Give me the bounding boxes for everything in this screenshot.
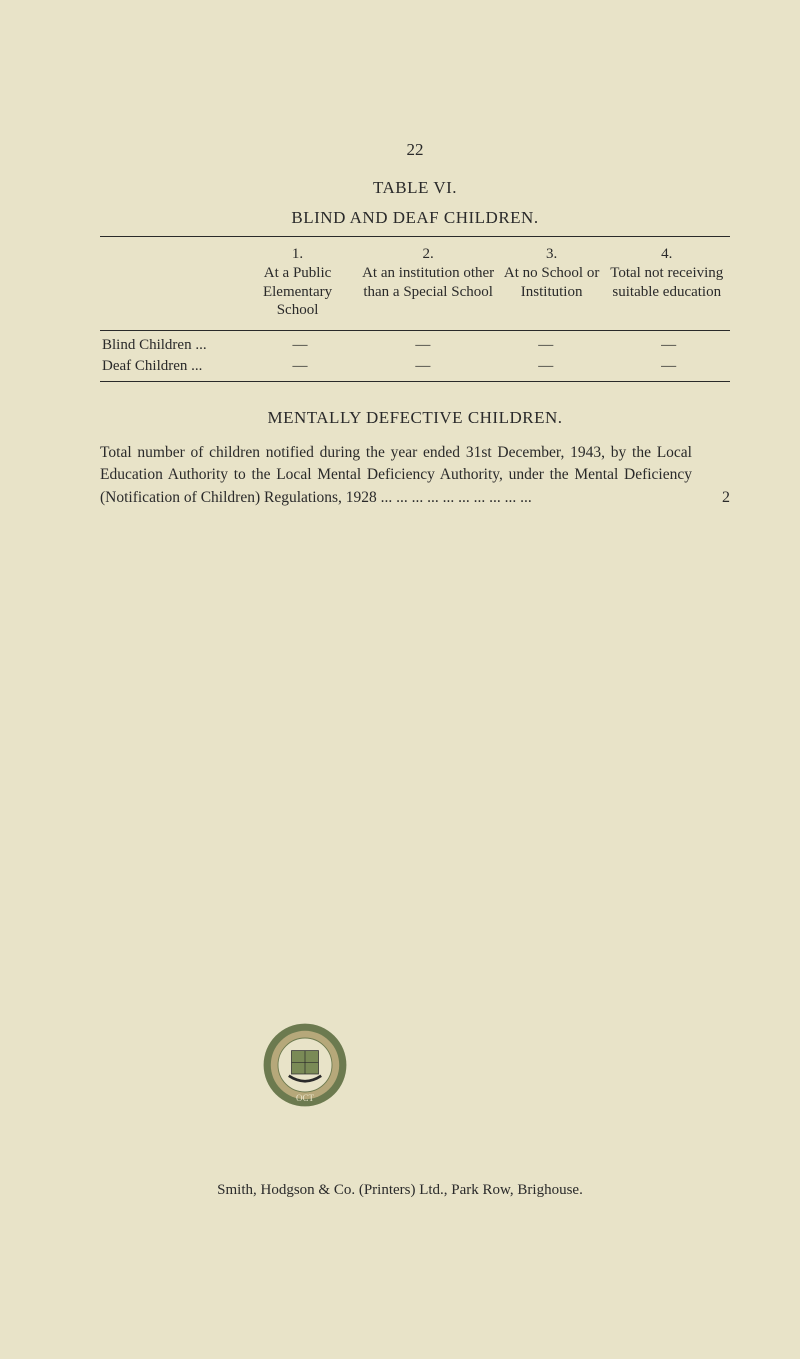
col-text: At no School or Institution [502, 264, 602, 302]
blind-deaf-table-body: Blind Children ... — — — — Deaf Children… [100, 335, 730, 377]
page-number: 22 [100, 140, 730, 160]
blind-deaf-table: 1. At a Public Elementary School 2. At a… [100, 241, 730, 326]
col-4-header: 4. Total not receiving suitable educatio… [604, 241, 731, 326]
cell: — [239, 356, 362, 377]
cell: — [484, 356, 607, 377]
col-num: 1. [241, 245, 355, 264]
col-num: 2. [358, 245, 497, 264]
cell: — [361, 335, 484, 356]
seal-band-text: OCT [296, 1093, 315, 1103]
col-text: At a Public Elementary School [241, 264, 355, 320]
col-num: 3. [502, 245, 602, 264]
col-text: Total not receiving suitable education [606, 264, 729, 302]
table-row: Blind Children ... — — — — [100, 335, 730, 356]
table-title: BLIND AND DEAF CHILDREN. [100, 208, 730, 228]
col-num: 4. [606, 245, 729, 264]
section-2-paragraph: Total number of children notified during… [100, 442, 692, 509]
col-1-header: 1. At a Public Elementary School [239, 241, 357, 326]
col-2-header: 2. At an institution other than a Specia… [356, 241, 499, 326]
table-header-row: 1. At a Public Elementary School 2. At a… [100, 241, 730, 326]
rule-mid [100, 330, 730, 331]
table-label: TABLE VI. [100, 178, 730, 198]
paragraph-row: Total number of children notified during… [100, 442, 730, 509]
header-empty [100, 241, 239, 326]
rule-bottom [100, 381, 730, 382]
col-3-header: 3. At no School or Institution [500, 241, 604, 326]
printer-line: Smith, Hodgson & Co. (Printers) Ltd., Pa… [0, 1182, 800, 1199]
row-label: Blind Children ... [100, 335, 239, 356]
cell: — [607, 356, 730, 377]
cell: — [484, 335, 607, 356]
rule-top [100, 236, 730, 237]
crest-seal-icon: OCT [260, 1020, 350, 1110]
cell: — [361, 356, 484, 377]
document-page: 22 TABLE VI. BLIND AND DEAF CHILDREN. 1.… [0, 0, 800, 1359]
section-2-value: 2 [710, 489, 730, 509]
col-text: At an institution other than a Special S… [358, 264, 497, 302]
cell: — [607, 335, 730, 356]
table-row: Deaf Children ... — — — — [100, 356, 730, 377]
section-2-title: MENTALLY DEFECTIVE CHILDREN. [100, 408, 730, 428]
row-label: Deaf Children ... [100, 356, 239, 377]
cell: — [239, 335, 362, 356]
